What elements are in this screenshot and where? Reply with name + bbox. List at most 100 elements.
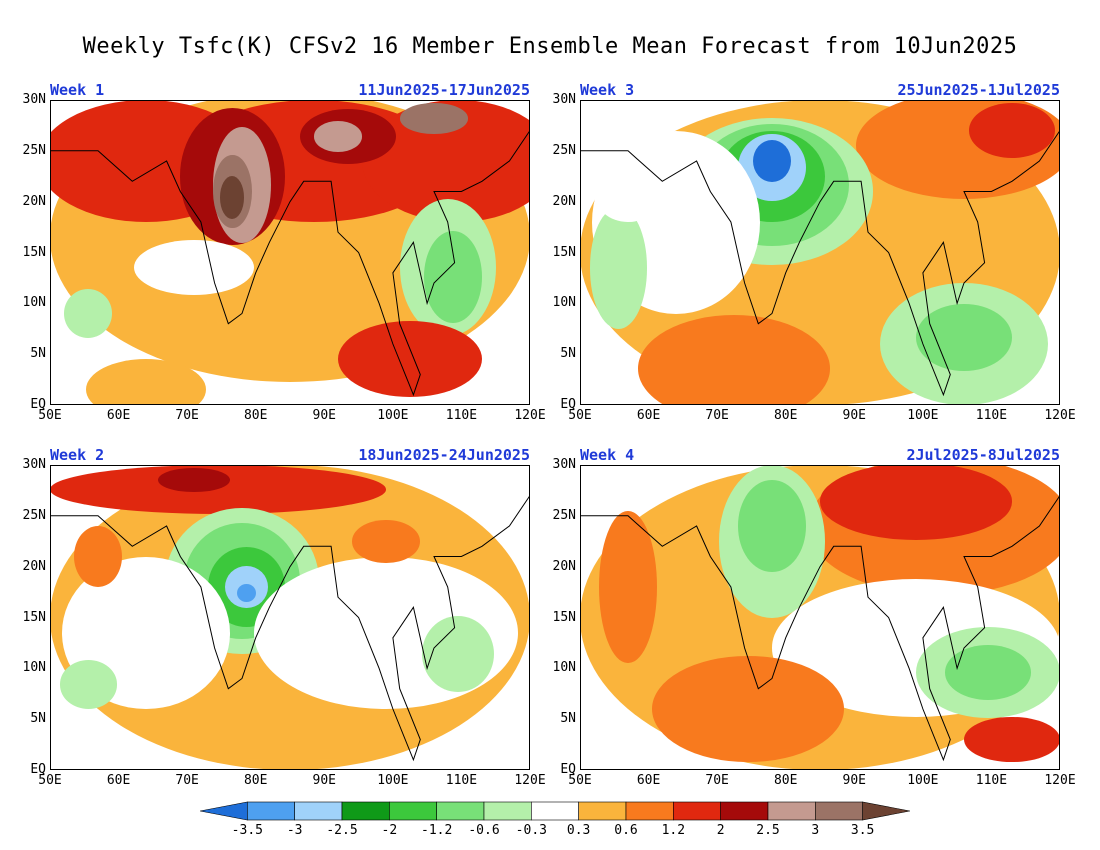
latitude-tick: EQ: [30, 397, 46, 412]
legend-swatch: [436, 801, 485, 821]
legend-swatch: [862, 801, 910, 821]
legend-swatch: [294, 801, 343, 821]
longitude-tick: 50E: [568, 408, 592, 423]
legend-label: -3: [286, 823, 303, 838]
legend-swatch: [341, 801, 390, 821]
longitude-tick: 110E: [975, 408, 1008, 423]
latitude-tick: 25N: [552, 142, 576, 158]
anomaly-shade: [652, 655, 844, 763]
anomaly-shade: [820, 465, 1012, 540]
anomaly-shade: [59, 660, 118, 709]
longitude-tick: 60E: [636, 408, 661, 423]
longitude-tick: 120E: [1044, 773, 1076, 788]
anomaly-shade: [86, 359, 206, 405]
legend-swatch: [720, 801, 769, 821]
longitude-tick: 110E: [445, 773, 478, 788]
anomaly-shade: [338, 321, 482, 398]
map-panel-3: [50, 465, 530, 770]
legend-swatch: [247, 801, 295, 821]
anomaly-shade: [352, 519, 420, 563]
panel-week-label: Week 1: [50, 81, 105, 99]
latitude-tick: 30N: [22, 92, 46, 107]
anomaly-shade: [916, 304, 1012, 372]
anomaly-shade: [964, 716, 1060, 763]
longitude-tick: 90E: [312, 773, 337, 788]
anomaly-shade: [400, 103, 468, 134]
longitude-tick: 90E: [842, 408, 867, 423]
legend-label: 0.6: [614, 823, 638, 838]
panel-date-range: 2Jul2025-8Jul2025: [906, 446, 1060, 464]
panel-date-range: 25Jun2025-1Jul2025: [897, 81, 1060, 99]
anomaly-shade: [599, 510, 657, 664]
latitude-tick: EQ: [560, 397, 576, 412]
latitude-tick: 5N: [30, 711, 46, 727]
latitude-tick: 30N: [22, 457, 46, 472]
anomaly-shade: [237, 583, 257, 603]
latitude-tick: 20N: [552, 558, 576, 574]
longitude-tick: 70E: [705, 408, 729, 423]
anomaly-shade: [158, 468, 230, 493]
latitude-tick: 20N: [552, 193, 576, 209]
latitude-tick: 10N: [552, 660, 576, 676]
legend-label: -0.3: [515, 823, 547, 838]
coastline: [50, 130, 530, 397]
legend-label: 1.2: [661, 823, 686, 838]
longitude-tick: 50E: [38, 408, 62, 423]
longitude-tick: 90E: [312, 408, 337, 423]
map-panel-4: [580, 465, 1060, 770]
longitude-tick: 50E: [38, 773, 62, 788]
panel-date-range: 18Jun2025-24Jun2025: [358, 446, 530, 464]
longitude-tick: 60E: [636, 773, 661, 788]
anomaly-shade: [944, 644, 1032, 700]
longitude-tick: 80E: [773, 408, 798, 423]
longitude-tick: 120E: [514, 408, 546, 423]
latitude-tick: 15N: [22, 609, 46, 625]
legend-swatch: [625, 801, 674, 821]
legend-swatch: [200, 801, 248, 821]
coastline: [50, 495, 530, 762]
longitude-tick: 120E: [1044, 408, 1076, 423]
latitude-tick: EQ: [560, 762, 576, 777]
legend-label: -3.5: [231, 823, 263, 838]
panel-date-range: 11Jun2025-17Jun2025: [358, 81, 530, 99]
legend-label: -2: [381, 823, 398, 838]
anomaly-shade: [637, 315, 830, 405]
legend-label: 3.5: [850, 823, 875, 838]
longitude-tick: 50E: [568, 773, 592, 788]
legend-label: -1.2: [421, 823, 453, 838]
latitude-tick: 10N: [22, 660, 46, 676]
legend-swatch: [767, 801, 816, 821]
longitude-tick: 110E: [975, 773, 1008, 788]
longitude-tick: 70E: [175, 773, 199, 788]
latitude-tick: 30N: [552, 457, 576, 472]
legend-swatch: [673, 801, 721, 821]
latitude-tick: 10N: [552, 295, 576, 311]
anomaly-shade: [134, 240, 254, 296]
coastline: [580, 495, 1060, 762]
anomaly-shade: [64, 289, 113, 338]
longitude-tick: 80E: [243, 408, 268, 423]
legend-label: 2: [716, 823, 725, 838]
latitude-tick: 5N: [560, 711, 576, 727]
panel-week-label: Week 3: [580, 81, 635, 99]
map-panel-1: [50, 100, 530, 405]
longitude-tick: 80E: [243, 773, 268, 788]
panel-week-label: Week 4: [580, 446, 635, 464]
legend-swatch: [578, 801, 627, 821]
longitude-tick: 110E: [445, 408, 478, 423]
latitude-tick: 20N: [22, 193, 46, 209]
latitude-tick: 10N: [22, 295, 46, 311]
longitude-tick: 70E: [705, 773, 729, 788]
latitude-tick: 5N: [30, 346, 46, 362]
legend-label: 2.5: [756, 823, 780, 838]
latitude-tick: 15N: [552, 609, 576, 625]
anomaly-shade: [424, 231, 482, 323]
anomaly-shade: [422, 615, 494, 693]
legend-label: -0.6: [468, 823, 500, 838]
latitude-tick: 25N: [22, 507, 46, 523]
legend-label: 0.3: [566, 823, 591, 838]
latitude-tick: 25N: [552, 507, 576, 523]
latitude-tick: 15N: [552, 244, 576, 260]
latitude-tick: EQ: [30, 762, 46, 777]
latitude-tick: 20N: [22, 558, 46, 574]
